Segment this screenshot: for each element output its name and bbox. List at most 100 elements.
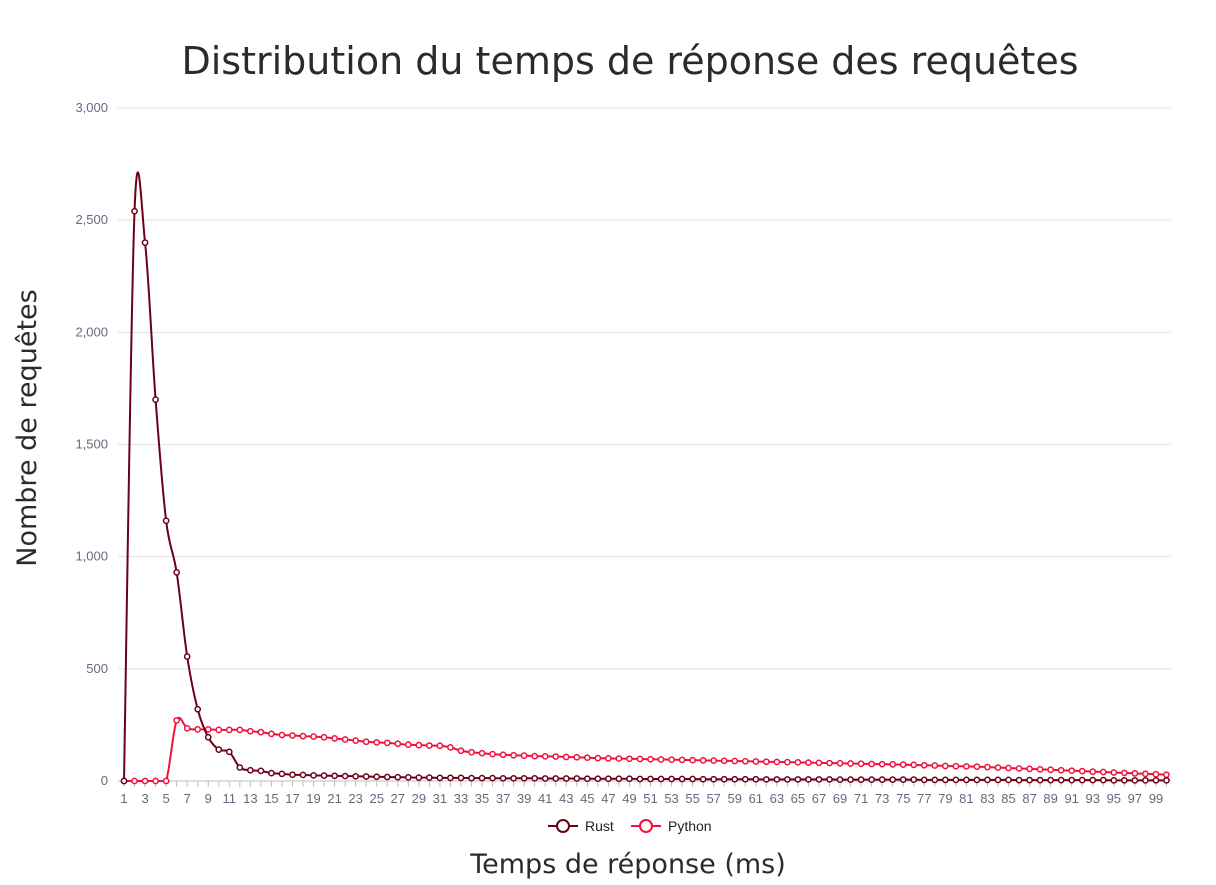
data-point-python[interactable]	[826, 759, 833, 767]
data-point-python[interactable]	[215, 726, 223, 734]
data-point-python[interactable]	[805, 759, 812, 766]
data-point-rust[interactable]	[594, 775, 602, 783]
data-point-rust[interactable]	[194, 705, 202, 713]
data-point-rust[interactable]	[868, 776, 875, 784]
data-point-rust[interactable]	[762, 776, 770, 783]
data-point-rust[interactable]	[162, 517, 170, 525]
data-point-python[interactable]	[499, 751, 507, 759]
data-point-python[interactable]	[373, 739, 381, 746]
data-point-rust[interactable]	[773, 776, 781, 783]
data-point-rust[interactable]	[341, 772, 349, 780]
data-point-python[interactable]	[404, 741, 412, 749]
data-point-rust[interactable]	[268, 769, 275, 777]
data-point-rust[interactable]	[415, 774, 423, 781]
data-point-python[interactable]	[741, 757, 749, 765]
data-point-rust[interactable]	[236, 764, 244, 771]
data-point-rust[interactable]	[1026, 776, 1033, 784]
data-point-rust[interactable]	[984, 776, 991, 784]
data-point-python[interactable]	[331, 735, 338, 742]
legend[interactable]: Rust Python	[548, 818, 712, 834]
data-point-python[interactable]	[941, 762, 949, 770]
data-point-python[interactable]	[1131, 770, 1139, 777]
data-point-python[interactable]	[836, 759, 844, 767]
data-point-rust[interactable]	[657, 775, 665, 783]
data-point-python[interactable]	[362, 738, 370, 746]
data-point-rust[interactable]	[204, 733, 212, 741]
data-point-python[interactable]	[615, 755, 623, 762]
data-point-rust[interactable]	[436, 774, 444, 782]
data-point-rust[interactable]	[836, 776, 844, 784]
data-point-python[interactable]	[910, 761, 918, 769]
data-point-python[interactable]	[457, 747, 465, 755]
data-point-python[interactable]	[520, 752, 528, 760]
data-point-python[interactable]	[247, 727, 254, 735]
data-point-rust[interactable]	[994, 776, 1002, 784]
data-point-rust[interactable]	[1047, 776, 1054, 784]
data-point-rust[interactable]	[941, 776, 949, 784]
data-point-python[interactable]	[1142, 770, 1149, 778]
data-point-python[interactable]	[899, 761, 907, 768]
data-point-rust[interactable]	[647, 775, 654, 783]
data-point-python[interactable]	[752, 758, 760, 765]
data-point-python[interactable]	[1068, 767, 1076, 775]
data-point-python[interactable]	[426, 742, 433, 749]
data-point-rust[interactable]	[1163, 776, 1170, 784]
data-point-python[interactable]	[183, 724, 191, 732]
data-point-python[interactable]	[383, 739, 391, 747]
data-point-rust[interactable]	[605, 775, 612, 783]
data-point-python[interactable]	[1015, 765, 1023, 772]
data-point-python[interactable]	[636, 755, 644, 763]
data-point-rust[interactable]	[1036, 776, 1044, 784]
data-point-rust[interactable]	[889, 776, 897, 784]
data-point-rust[interactable]	[510, 774, 517, 782]
data-point-rust[interactable]	[499, 774, 507, 782]
data-point-rust[interactable]	[805, 776, 812, 783]
data-point-python[interactable]	[605, 754, 612, 762]
data-point-rust[interactable]	[531, 774, 539, 782]
data-point-python[interactable]	[984, 763, 991, 771]
data-point-rust[interactable]	[1152, 776, 1160, 784]
data-point-python[interactable]	[468, 748, 475, 756]
data-point-python[interactable]	[562, 753, 570, 761]
data-point-python[interactable]	[1089, 768, 1097, 775]
data-point-python[interactable]	[289, 732, 296, 739]
data-point-rust[interactable]	[457, 774, 465, 782]
data-point-rust[interactable]	[1068, 776, 1076, 784]
data-point-rust[interactable]	[447, 774, 454, 782]
data-point-rust[interactable]	[404, 774, 412, 781]
data-point-python[interactable]	[1078, 767, 1086, 775]
data-point-rust[interactable]	[952, 776, 960, 784]
data-point-rust[interactable]	[668, 775, 675, 783]
data-point-rust[interactable]	[1110, 776, 1118, 784]
data-point-rust[interactable]	[910, 776, 918, 784]
data-point-python[interactable]	[1121, 769, 1128, 777]
data-point-python[interactable]	[689, 756, 696, 764]
data-point-python[interactable]	[647, 755, 654, 763]
data-point-rust[interactable]	[1131, 776, 1139, 784]
data-point-python[interactable]	[152, 777, 159, 785]
data-point-rust[interactable]	[520, 774, 528, 782]
data-point-rust[interactable]	[173, 569, 180, 576]
data-point-rust[interactable]	[720, 775, 728, 783]
data-point-rust[interactable]	[689, 775, 696, 783]
data-point-python[interactable]	[847, 760, 854, 767]
data-point-python[interactable]	[1057, 766, 1065, 774]
data-point-python[interactable]	[1163, 771, 1170, 779]
data-point-python[interactable]	[626, 755, 633, 763]
data-point-rust[interactable]	[583, 775, 591, 783]
data-point-rust[interactable]	[878, 776, 886, 784]
data-point-rust[interactable]	[741, 775, 749, 783]
data-point-rust[interactable]	[478, 774, 486, 782]
data-point-python[interactable]	[762, 758, 770, 766]
data-point-python[interactable]	[1047, 766, 1054, 774]
data-point-python[interactable]	[204, 726, 212, 733]
data-point-rust[interactable]	[541, 775, 549, 782]
data-point-rust[interactable]	[394, 773, 402, 781]
data-point-python[interactable]	[794, 759, 802, 766]
data-point-python[interactable]	[1026, 765, 1033, 773]
data-point-python[interactable]	[857, 760, 865, 768]
data-point-python[interactable]	[510, 751, 517, 759]
data-point-rust[interactable]	[141, 239, 149, 246]
data-point-rust[interactable]	[310, 772, 317, 779]
data-point-rust[interactable]	[678, 775, 686, 783]
